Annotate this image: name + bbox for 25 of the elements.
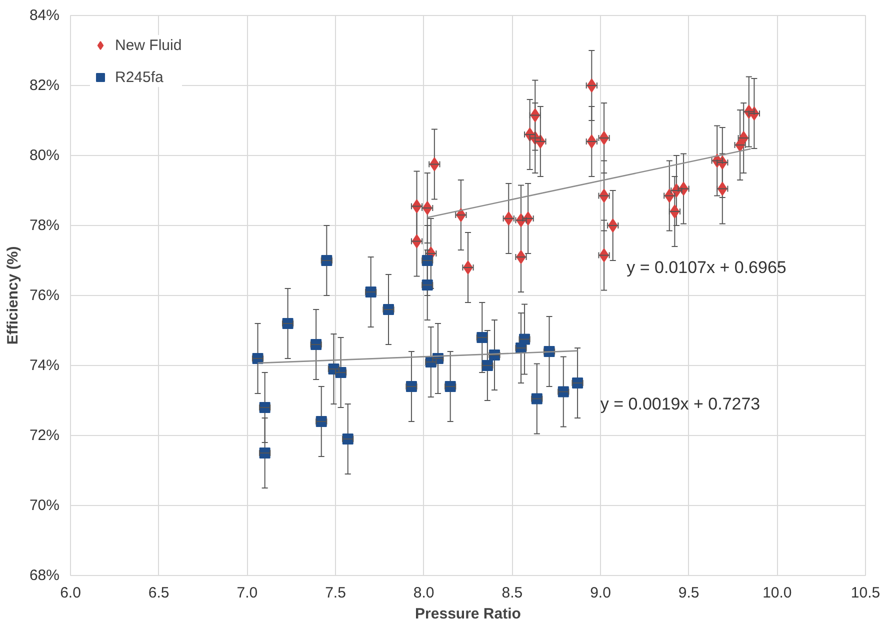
x-axis-title: Pressure Ratio bbox=[415, 606, 521, 622]
x-tick-label: 8.5 bbox=[502, 584, 523, 602]
y-tick-label: 76% bbox=[29, 287, 60, 304]
annotation: y = 0.0107x + 0.6965 bbox=[626, 258, 786, 277]
y-tick-label: 74% bbox=[29, 357, 60, 374]
x-tick-label: 7.5 bbox=[325, 584, 346, 602]
y-tick-label: 68% bbox=[29, 567, 60, 584]
x-tick-label: 9.5 bbox=[678, 584, 700, 602]
x-tick-label: 6.5 bbox=[148, 584, 170, 602]
x-tick-label: 8.0 bbox=[413, 584, 434, 602]
y-tick-label: 78% bbox=[29, 217, 60, 234]
x-tick-label: 10.0 bbox=[762, 584, 792, 602]
y-tick-label: 70% bbox=[29, 497, 60, 514]
x-tick-label: 6.0 bbox=[60, 584, 81, 602]
y-tick-label: 72% bbox=[29, 427, 60, 444]
legend-label: New Fluid bbox=[115, 36, 182, 54]
y-tick-label: 82% bbox=[29, 77, 60, 94]
annotation: y = 0.0019x + 0.7273 bbox=[600, 394, 760, 414]
y-tick-label: 84% bbox=[29, 7, 60, 24]
x-tick-label: 10.5 bbox=[850, 584, 880, 602]
y-tick-label: 80% bbox=[29, 147, 60, 164]
legend-label: R245fa bbox=[115, 68, 164, 86]
x-tick-label: 9.0 bbox=[590, 584, 611, 602]
x-tick-label: 7.0 bbox=[236, 584, 258, 602]
y-axis-title: Efficiency (%) bbox=[4, 246, 22, 345]
